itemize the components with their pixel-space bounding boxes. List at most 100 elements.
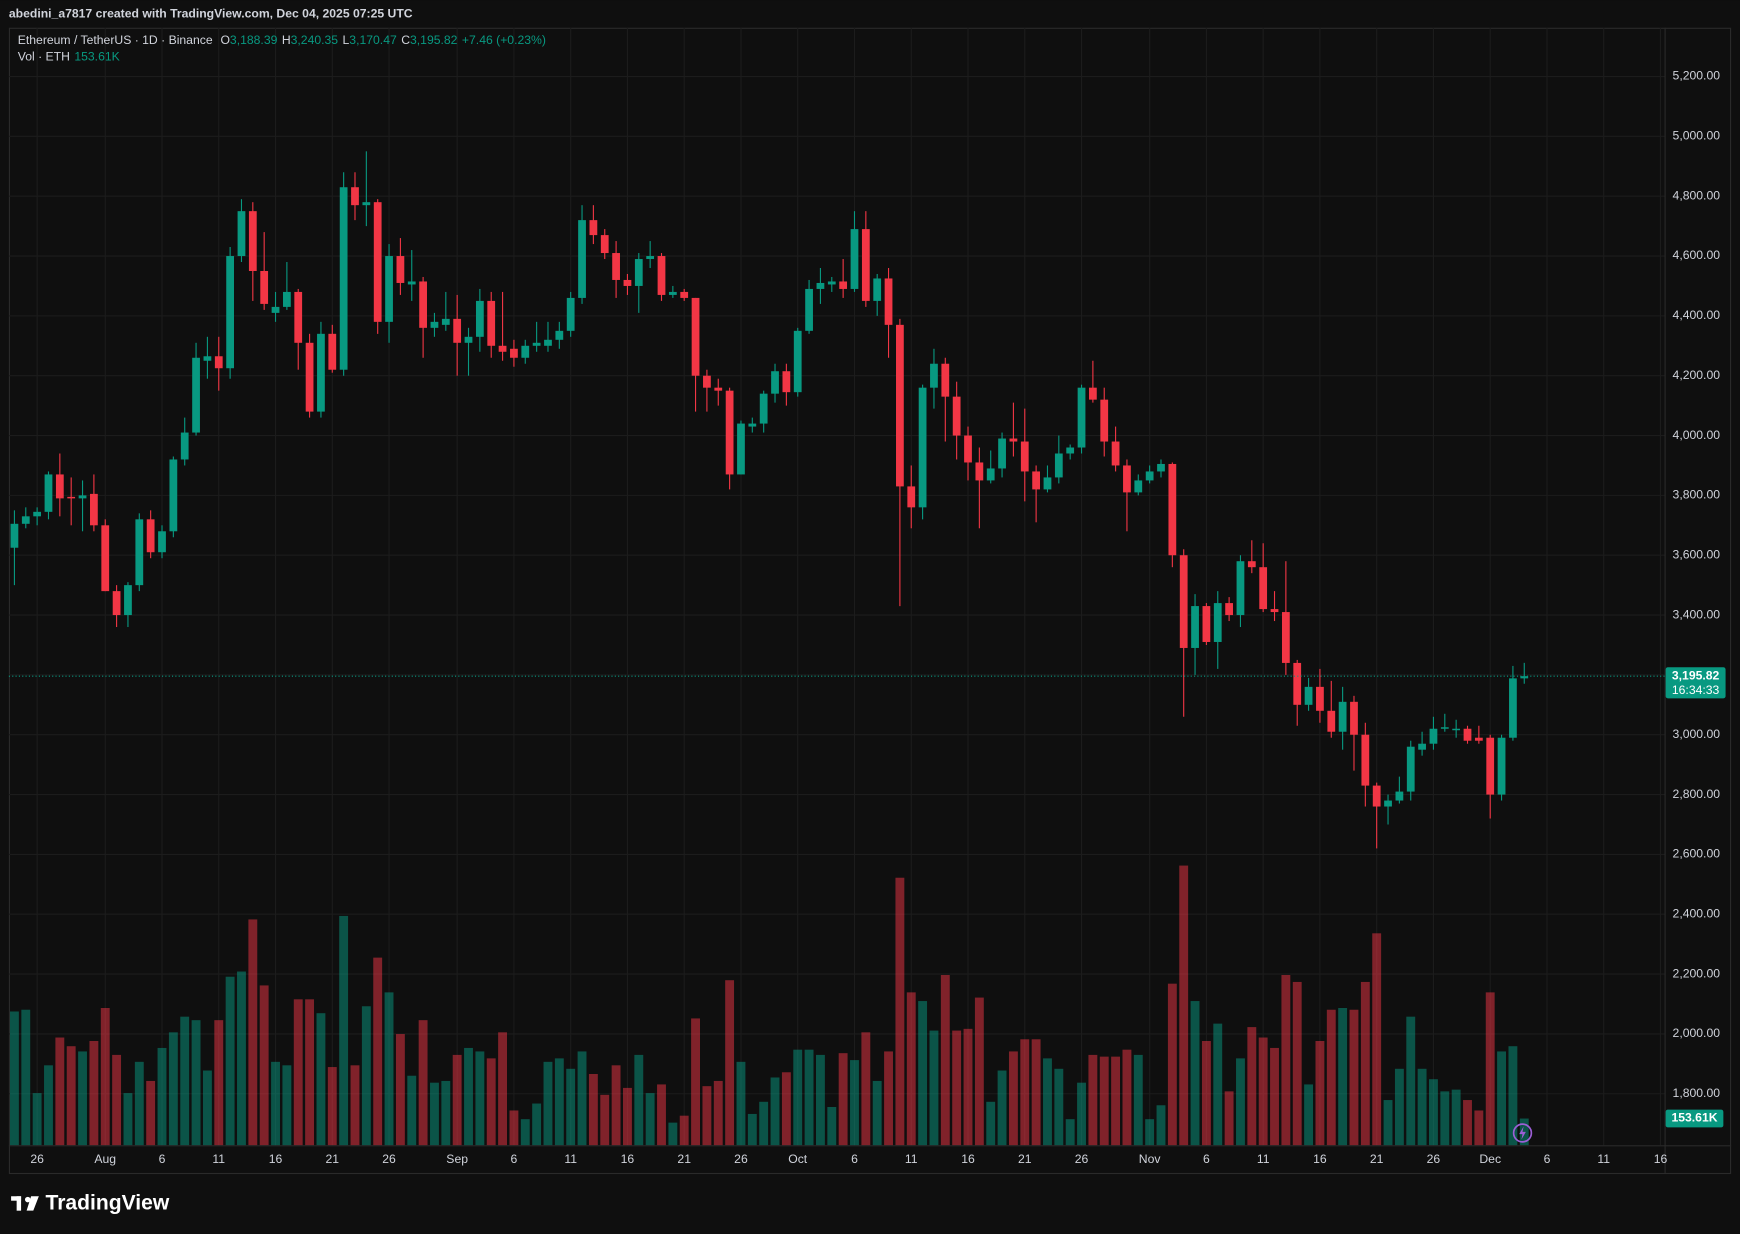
- volume-bar: [668, 1122, 678, 1146]
- change: +7.46 (+0.23%): [462, 33, 546, 47]
- x-tick-label: 11: [564, 1152, 577, 1166]
- candle-body: [101, 525, 110, 592]
- y-tick-label: 4,600.00: [1673, 248, 1721, 262]
- candle-body: [1066, 447, 1075, 454]
- candle-body: [1145, 471, 1154, 481]
- volume-bar: [952, 1030, 962, 1146]
- volume-bar: [872, 1080, 882, 1146]
- candle-body: [782, 371, 791, 393]
- volume-bar: [1508, 1046, 1518, 1146]
- candle-body: [1054, 453, 1063, 478]
- volume-bar: [1201, 1040, 1211, 1146]
- volume-bar: [781, 1072, 791, 1146]
- x-tick-label: 26: [30, 1152, 44, 1166]
- volume-bar: [1190, 1001, 1200, 1146]
- candle-body: [1225, 603, 1233, 616]
- candle-body: [827, 281, 836, 285]
- volume-bar: [1315, 1040, 1325, 1146]
- volume-bar: [1258, 1037, 1268, 1146]
- candle-body: [1327, 710, 1336, 732]
- candle-body: [1168, 463, 1177, 556]
- alert-icon[interactable]: [1512, 1123, 1533, 1143]
- volume-bar: [600, 1094, 610, 1146]
- candle-body: [1020, 441, 1029, 472]
- volume-bar: [498, 1032, 508, 1146]
- volume-bar: [9, 1011, 19, 1146]
- candle-body: [33, 511, 42, 517]
- volume-bar: [157, 1047, 167, 1146]
- candle-body: [805, 288, 813, 331]
- volume-bar: [475, 1051, 485, 1146]
- volume-bar: [373, 957, 383, 1146]
- y-tick-label: 4,800.00: [1673, 188, 1721, 202]
- legend: Ethereum / TetherUS · 1D · Binance O3,18…: [18, 33, 546, 47]
- ohlc-key: H: [282, 33, 291, 47]
- volume-bar: [1360, 981, 1370, 1146]
- volume-bar: [407, 1075, 417, 1146]
- volume-bar: [293, 999, 303, 1146]
- volume-bar: [611, 1065, 621, 1146]
- candle-body: [1463, 728, 1472, 741]
- volume-bar: [713, 1080, 723, 1146]
- candle-body: [146, 519, 155, 553]
- y-tick-label: 2,600.00: [1673, 847, 1721, 861]
- candle-body: [759, 393, 768, 424]
- y-tick-label: 2,200.00: [1673, 966, 1721, 980]
- volume-bar: [815, 1054, 825, 1146]
- volume-bar: [66, 1046, 76, 1146]
- candle-body: [623, 279, 632, 286]
- volume-bar: [452, 1054, 462, 1146]
- candle-body: [282, 291, 291, 307]
- volume-bar: [78, 1051, 87, 1146]
- ohlc-value: 3,240.35: [291, 33, 339, 47]
- volume-bar: [940, 974, 950, 1146]
- header: abedini_a7817 created with TradingView.c…: [9, 7, 413, 21]
- ohlc-key: L: [343, 33, 350, 47]
- x-tick-label: 21: [1370, 1152, 1384, 1166]
- candle-body: [793, 330, 802, 393]
- candle-body: [589, 220, 598, 236]
- x-tick-label: Dec: [1479, 1152, 1501, 1166]
- volume-bar: [1099, 1056, 1109, 1146]
- candle-body: [1009, 438, 1018, 442]
- volume-bar: [486, 1058, 496, 1146]
- volume-bar: [430, 1082, 439, 1146]
- volume-bar: [32, 1093, 42, 1146]
- volume-bar: [134, 1061, 144, 1146]
- x-tick-label: 11: [212, 1152, 225, 1166]
- volume-bar: [1167, 983, 1177, 1146]
- candle-body: [169, 459, 178, 532]
- candle-body: [1486, 737, 1495, 795]
- volume-bar: [214, 1020, 224, 1146]
- x-tick-label: Nov: [1139, 1152, 1162, 1166]
- candle-body: [907, 486, 916, 508]
- candle-body: [952, 396, 961, 436]
- candle-body: [1406, 746, 1415, 792]
- volume-bar: [747, 1113, 757, 1146]
- candle-body: [430, 321, 439, 328]
- volume-bar: [1179, 865, 1189, 1146]
- candle-body: [930, 363, 938, 388]
- volume-bar: [123, 1093, 133, 1146]
- volume-bar: [225, 976, 235, 1146]
- candle-body: [1520, 676, 1529, 679]
- candle-body: [1316, 686, 1324, 711]
- volume-bar: [1497, 1051, 1506, 1146]
- candle-body: [260, 270, 269, 304]
- volume-bar: [1304, 1084, 1314, 1146]
- candle-body: [566, 297, 575, 331]
- volume-bar: [1474, 1110, 1484, 1146]
- candle-body: [771, 371, 779, 394]
- candle-body: [180, 432, 189, 460]
- candle-body: [214, 356, 223, 369]
- candle-body: [510, 348, 518, 358]
- candle-body: [668, 291, 677, 295]
- x-tick-label: 26: [1427, 1152, 1441, 1166]
- x-tick-label: 6: [511, 1152, 518, 1166]
- candle-body: [21, 516, 30, 524]
- candle-body: [1497, 737, 1506, 795]
- volume-bar: [168, 1032, 178, 1146]
- axes: 1,800.00 2,000.00 2,200.00 2,400.00 2,600.00…: [30, 69, 1720, 1166]
